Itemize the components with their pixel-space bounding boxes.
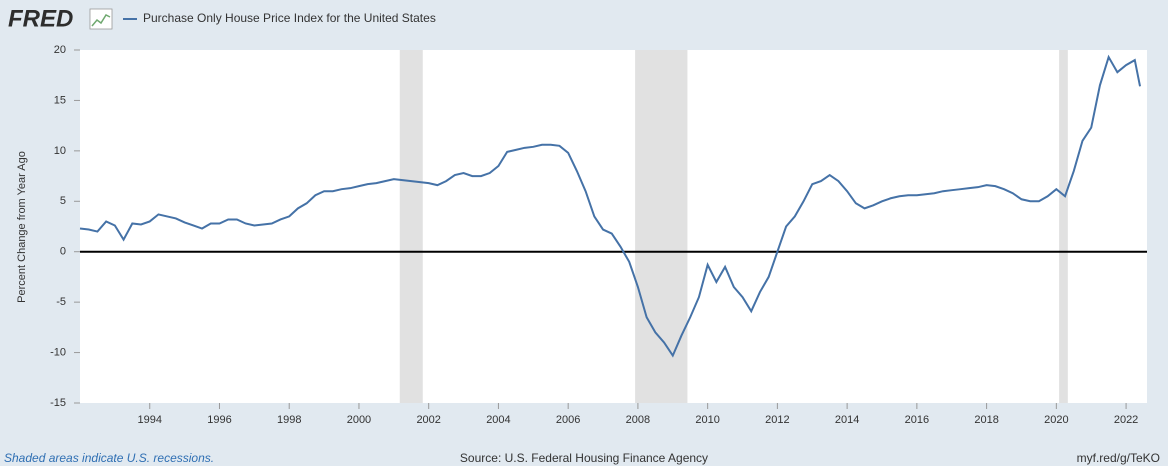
x-tick-label: 1994 (137, 414, 161, 426)
y-tick-label: 10 (54, 145, 66, 157)
x-tick-label: 2016 (905, 414, 929, 426)
x-tick-label: 2022 (1114, 414, 1138, 426)
legend-label: Purchase Only House Price Index for the … (143, 11, 436, 25)
y-tick-label: -5 (56, 296, 66, 308)
y-tick-label: 15 (54, 94, 66, 106)
x-tick-label: 2014 (835, 414, 859, 426)
x-tick-label: 1996 (207, 414, 231, 426)
x-tick-label: 2010 (695, 414, 719, 426)
x-tick-label: 2004 (486, 414, 510, 426)
y-tick-label: -10 (50, 346, 66, 358)
series-line (79, 54, 1142, 358)
x-tick-label: 2012 (765, 414, 789, 426)
y-tick-label: 0 (60, 246, 66, 258)
link[interactable]: myf.red/g/TeKO (1077, 451, 1160, 465)
recession-note: Shaded areas indicate U.S. recessions. (4, 451, 214, 465)
x-tick-label: 2008 (626, 414, 650, 426)
recession-shade (635, 50, 688, 403)
x-tick-label: 2018 (974, 414, 998, 426)
y-tick-label: 5 (60, 195, 66, 207)
source: Source: U.S. Federal Housing Finance Age… (460, 451, 708, 465)
x-tick-label: 2006 (556, 414, 580, 426)
y-tick-label: -15 (50, 397, 66, 409)
plot-area (80, 50, 1147, 403)
logo: FRED (8, 5, 73, 32)
logo-icon (89, 8, 113, 30)
x-tick-label: 2002 (416, 414, 440, 426)
x-tick-label: 2000 (347, 414, 371, 426)
x-tick-label: 2020 (1044, 414, 1068, 426)
recession-shade (399, 50, 423, 403)
recession-shade (1059, 50, 1068, 403)
x-tick-label: 1998 (277, 414, 301, 426)
y-axis-title: Percent Change from Year Ago (16, 151, 28, 303)
y-tick-label: 20 (54, 44, 66, 56)
